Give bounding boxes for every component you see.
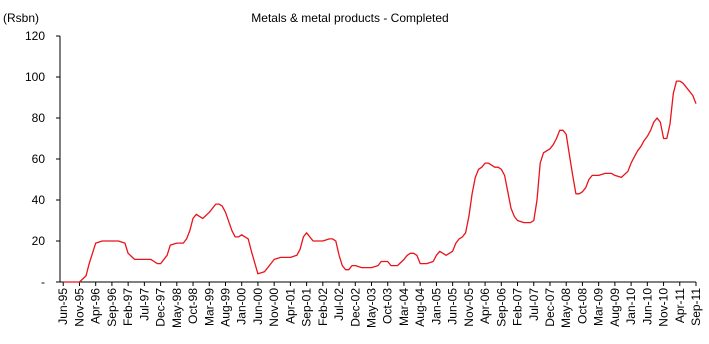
y-tick-label: - bbox=[41, 275, 45, 289]
y-axis-unit-label: (Rsbn) bbox=[3, 11, 39, 25]
x-tick-label: Feb-07 bbox=[511, 288, 525, 326]
x-tick-label: Sep-06 bbox=[494, 288, 508, 327]
x-tick-label: May-03 bbox=[365, 288, 379, 328]
x-tick-label: Oct-08 bbox=[575, 288, 589, 324]
x-tick-label: Sep-01 bbox=[300, 288, 314, 327]
x-tick-label: Oct-03 bbox=[381, 288, 395, 324]
y-tick-label: 60 bbox=[32, 152, 46, 166]
x-tick-label: Aug-09 bbox=[608, 288, 622, 327]
x-tick-label: Mar-04 bbox=[397, 288, 411, 326]
x-tick-label: May-98 bbox=[170, 288, 184, 328]
x-tick-label: Dec-97 bbox=[154, 288, 168, 327]
x-tick-label: Jan-05 bbox=[429, 288, 443, 325]
x-tick-label: Oct-98 bbox=[186, 288, 200, 324]
x-tick-label: Apr-06 bbox=[478, 288, 492, 324]
x-tick-label: Jul-97 bbox=[137, 288, 151, 321]
x-tick-label: Nov-95 bbox=[72, 288, 86, 327]
x-tick-label: Mar-99 bbox=[202, 288, 216, 326]
x-tick-label: Apr-11 bbox=[673, 288, 687, 323]
series-line bbox=[63, 80, 697, 283]
chart-title: Metals & metal products - Completed bbox=[251, 11, 448, 25]
x-tick-label: Jun-10 bbox=[640, 288, 654, 325]
x-tick-label: Dec-02 bbox=[348, 288, 362, 327]
x-axis: Jun-95 Nov-95 Apr-96 Sep-96 Feb-97 Jul-97 Dec-… bbox=[56, 281, 703, 328]
x-tick-label: Jun-95 bbox=[56, 288, 70, 325]
x-tick-label: Jan-10 bbox=[624, 288, 638, 325]
x-tick-label: Dec-07 bbox=[543, 288, 557, 327]
x-tick-label: May-08 bbox=[559, 288, 573, 328]
x-tick-label: Mar-09 bbox=[592, 288, 606, 326]
y-tick-label: 80 bbox=[32, 111, 46, 125]
x-tick-label: Apr-96 bbox=[89, 288, 103, 324]
x-tick-label: Feb-97 bbox=[121, 288, 135, 326]
y-axis: - 20 40 60 80 100 120 bbox=[25, 29, 61, 289]
x-tick-label: Jul-07 bbox=[527, 288, 541, 321]
y-tick-label: 100 bbox=[25, 70, 45, 84]
y-tick-label: 40 bbox=[32, 193, 46, 207]
x-tick-label: Aug-99 bbox=[218, 288, 232, 327]
y-tick-label: 120 bbox=[25, 29, 45, 43]
x-tick-label: Sep-96 bbox=[105, 288, 119, 327]
x-tick-label: Aug-04 bbox=[413, 288, 427, 327]
x-tick-label: Nov-10 bbox=[657, 288, 671, 327]
x-tick-label: Sep-11 bbox=[689, 288, 703, 326]
x-tick-label: Jun-05 bbox=[446, 288, 460, 325]
series-group bbox=[63, 80, 697, 283]
x-tick-label: Nov-05 bbox=[462, 288, 476, 327]
x-tick-label: Apr-01 bbox=[283, 288, 297, 324]
x-tick-label: Jun-00 bbox=[251, 288, 265, 325]
x-tick-label: Jul-02 bbox=[332, 288, 346, 321]
x-tick-label: Feb-02 bbox=[316, 288, 330, 326]
x-tick-label: Jan-00 bbox=[235, 288, 249, 325]
x-tick-label: Nov-00 bbox=[267, 288, 281, 327]
y-tick-label: 20 bbox=[32, 234, 46, 248]
